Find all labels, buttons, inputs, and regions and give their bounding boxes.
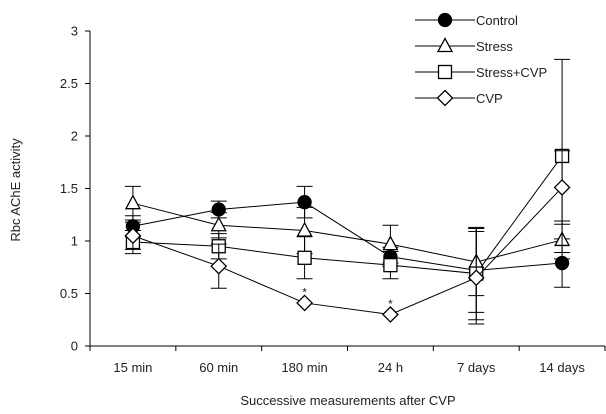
data-point xyxy=(382,235,399,251)
legend: Control Stress Stress+CVP CVP xyxy=(415,12,547,107)
legend-marker xyxy=(437,64,453,80)
series-cvp xyxy=(124,150,571,325)
series-line xyxy=(132,202,563,263)
y-tick-label: 1 xyxy=(71,234,78,249)
series-line xyxy=(132,201,563,271)
y-tick-label: 0 xyxy=(71,339,78,354)
legend-marker xyxy=(436,89,454,107)
x-tick-label: 15 min xyxy=(113,360,152,375)
axes: 0 0.5 1 1.5 2 2.5 3 15 min 60 min 180 min 24 h 7 da… xyxy=(60,24,606,375)
y-tick-label: 1.5 xyxy=(60,181,78,196)
series-layer: ** xyxy=(124,58,571,325)
legend-label: Stress+CVP xyxy=(476,65,547,80)
data-point xyxy=(124,194,142,210)
legend-marker xyxy=(436,37,454,53)
significance-marker: * xyxy=(388,297,393,311)
x-tick-label: 60 min xyxy=(199,360,238,375)
y-tick-label: 2.5 xyxy=(60,76,78,91)
series-stress-cvp xyxy=(124,58,571,321)
x-tick-label: 7 days xyxy=(457,360,496,375)
data-point xyxy=(467,269,485,287)
legend-label: Control xyxy=(476,13,518,28)
series-stress xyxy=(124,185,571,297)
series-line xyxy=(132,187,563,316)
y-tick-label: 0.5 xyxy=(60,286,78,301)
legend-label: CVP xyxy=(476,91,503,106)
y-tick-label: 2 xyxy=(71,129,78,144)
legend-label: Stress xyxy=(476,39,513,54)
x-tick-label: 14 days xyxy=(539,360,585,375)
data-point xyxy=(296,294,314,312)
x-tick-label: 24 h xyxy=(378,360,403,375)
x-tick-label: 180 min xyxy=(281,360,327,375)
legend-item: Control xyxy=(415,12,518,28)
data-point xyxy=(297,250,312,265)
y-axis-label: Rbc AChE activity xyxy=(8,138,23,242)
data-point xyxy=(383,257,398,273)
data-point xyxy=(553,179,571,196)
data-point xyxy=(210,216,227,232)
data-point xyxy=(381,306,399,323)
y-tick-label: 3 xyxy=(71,24,78,39)
x-axis-label: Successive measurements after CVP xyxy=(240,393,455,408)
data-point xyxy=(210,257,228,275)
legend-item: Stress+CVP xyxy=(415,64,547,80)
data-point xyxy=(296,221,313,237)
data-point xyxy=(124,227,142,245)
significance-marker: * xyxy=(302,285,307,299)
series-line xyxy=(132,155,563,275)
legend-item: Stress xyxy=(415,37,513,54)
legend-marker xyxy=(437,12,453,28)
data-point xyxy=(297,194,312,210)
legend-item: CVP xyxy=(415,89,503,107)
